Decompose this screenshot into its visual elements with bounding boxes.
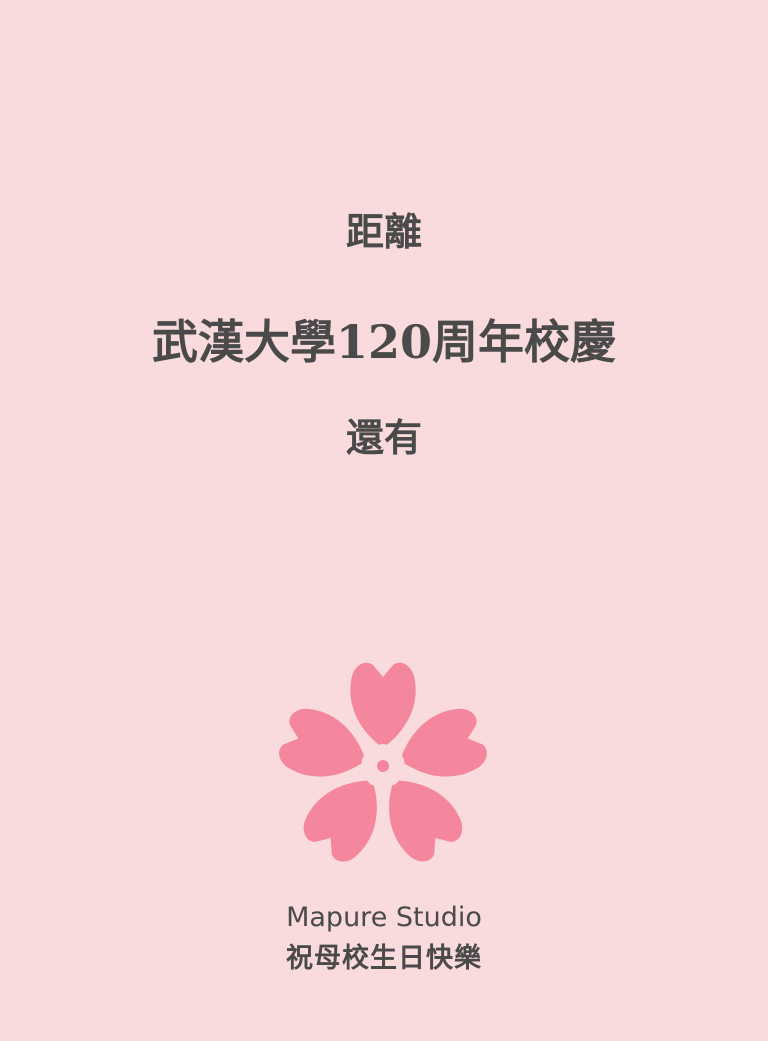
countdown-prefix: 距離 [345,209,422,254]
studio-name: Mapure Studio [286,902,482,933]
countdown-suffix: 還有 [345,415,422,460]
greeting-text: 祝母校生日快樂 [286,943,482,974]
event-title: 武漢大學120周年校慶 [151,315,617,369]
cherry-blossom-icon [274,662,492,868]
